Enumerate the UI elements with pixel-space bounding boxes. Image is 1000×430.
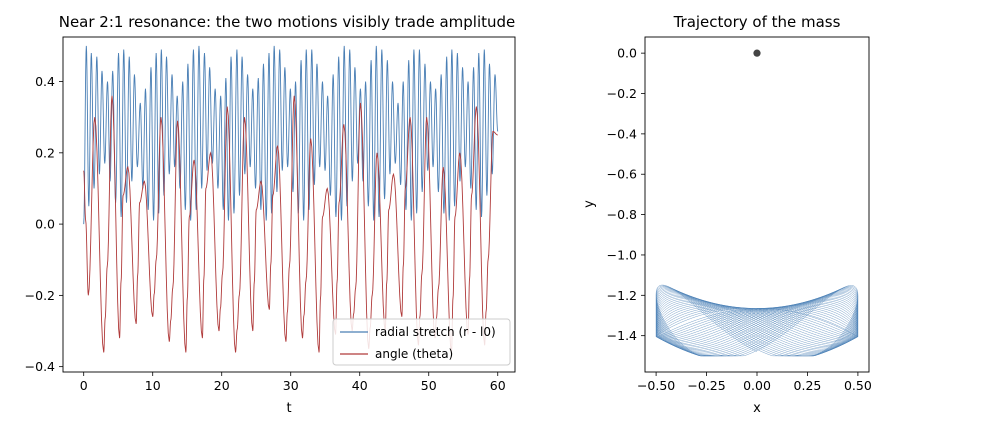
- legend-box: [332, 318, 511, 366]
- left-y-tick-label: 0.2: [35, 145, 55, 160]
- right-y-tick-label: 0.0: [617, 46, 637, 61]
- left-plot-area: [83, 45, 499, 353]
- trajectory-path: [655, 284, 859, 357]
- right-x-tick-label: 0.25: [794, 378, 822, 393]
- right-y-tick-label: −0.4: [607, 126, 637, 141]
- right-x-axis-label: x: [753, 401, 761, 416]
- angle-theta-line: [83, 95, 498, 353]
- left-chart-title: Near 2:1 resonance: the two motions visi…: [59, 13, 516, 31]
- legend: radial stretch (r - l0) angle (theta): [332, 318, 511, 366]
- right-y-tick-label: −1.2: [607, 288, 637, 303]
- right-y-axis-label: y: [582, 200, 597, 208]
- right-x-tick-label: 0.50: [844, 378, 872, 393]
- right-y-ticks: 0.0 −0.2 −0.4 −0.6 −0.8 −1.0 −1.2 −1.4: [607, 46, 645, 343]
- pivot-point: [753, 49, 761, 57]
- right-y-tick-label: −0.6: [607, 167, 637, 182]
- trajectory-chart: Trajectory of the mass −0.50 −0.25 0.00 0.2…: [582, 13, 872, 416]
- left-y-tick-label: −0.2: [25, 288, 55, 303]
- left-y-tick-label: 0.4: [35, 74, 55, 89]
- left-x-tick-label: 60: [490, 378, 506, 393]
- right-chart-title: Trajectory of the mass: [673, 13, 841, 31]
- left-x-tick-label: 10: [145, 378, 161, 393]
- left-axes-frame: [62, 36, 516, 373]
- right-y-tick-label: −1.4: [607, 328, 637, 343]
- right-x-tick-label: −0.50: [637, 378, 675, 393]
- right-x-tick-label: 0.00: [743, 378, 771, 393]
- left-y-tick-label: 0.0: [35, 217, 55, 232]
- left-x-tick-label: 30: [283, 378, 299, 393]
- left-x-ticks: 0 10 20 30 40 50 60: [80, 372, 506, 393]
- left-y-ticks: −0.4 −0.2 0.0 0.2 0.4: [25, 74, 63, 374]
- left-x-tick-label: 0: [80, 378, 88, 393]
- resonance-time-series-chart: Near 2:1 resonance: the two motions visi…: [25, 13, 516, 416]
- right-x-tick-label: −0.25: [687, 378, 725, 393]
- left-x-tick-label: 50: [421, 378, 437, 393]
- right-plot-area: [655, 49, 859, 357]
- left-x-tick-label: 40: [352, 378, 368, 393]
- right-y-tick-label: −0.2: [607, 86, 637, 101]
- right-x-ticks: −0.50 −0.25 0.00 0.25 0.50: [637, 372, 872, 393]
- left-x-tick-label: 20: [214, 378, 230, 393]
- legend-label-angle: angle (theta): [375, 347, 453, 361]
- legend-label-radial: radial stretch (r - l0): [375, 325, 496, 339]
- right-y-tick-label: −1.0: [607, 247, 637, 262]
- left-x-axis-label: t: [286, 401, 291, 416]
- right-y-tick-label: −0.8: [607, 207, 637, 222]
- left-y-tick-label: −0.4: [25, 359, 55, 374]
